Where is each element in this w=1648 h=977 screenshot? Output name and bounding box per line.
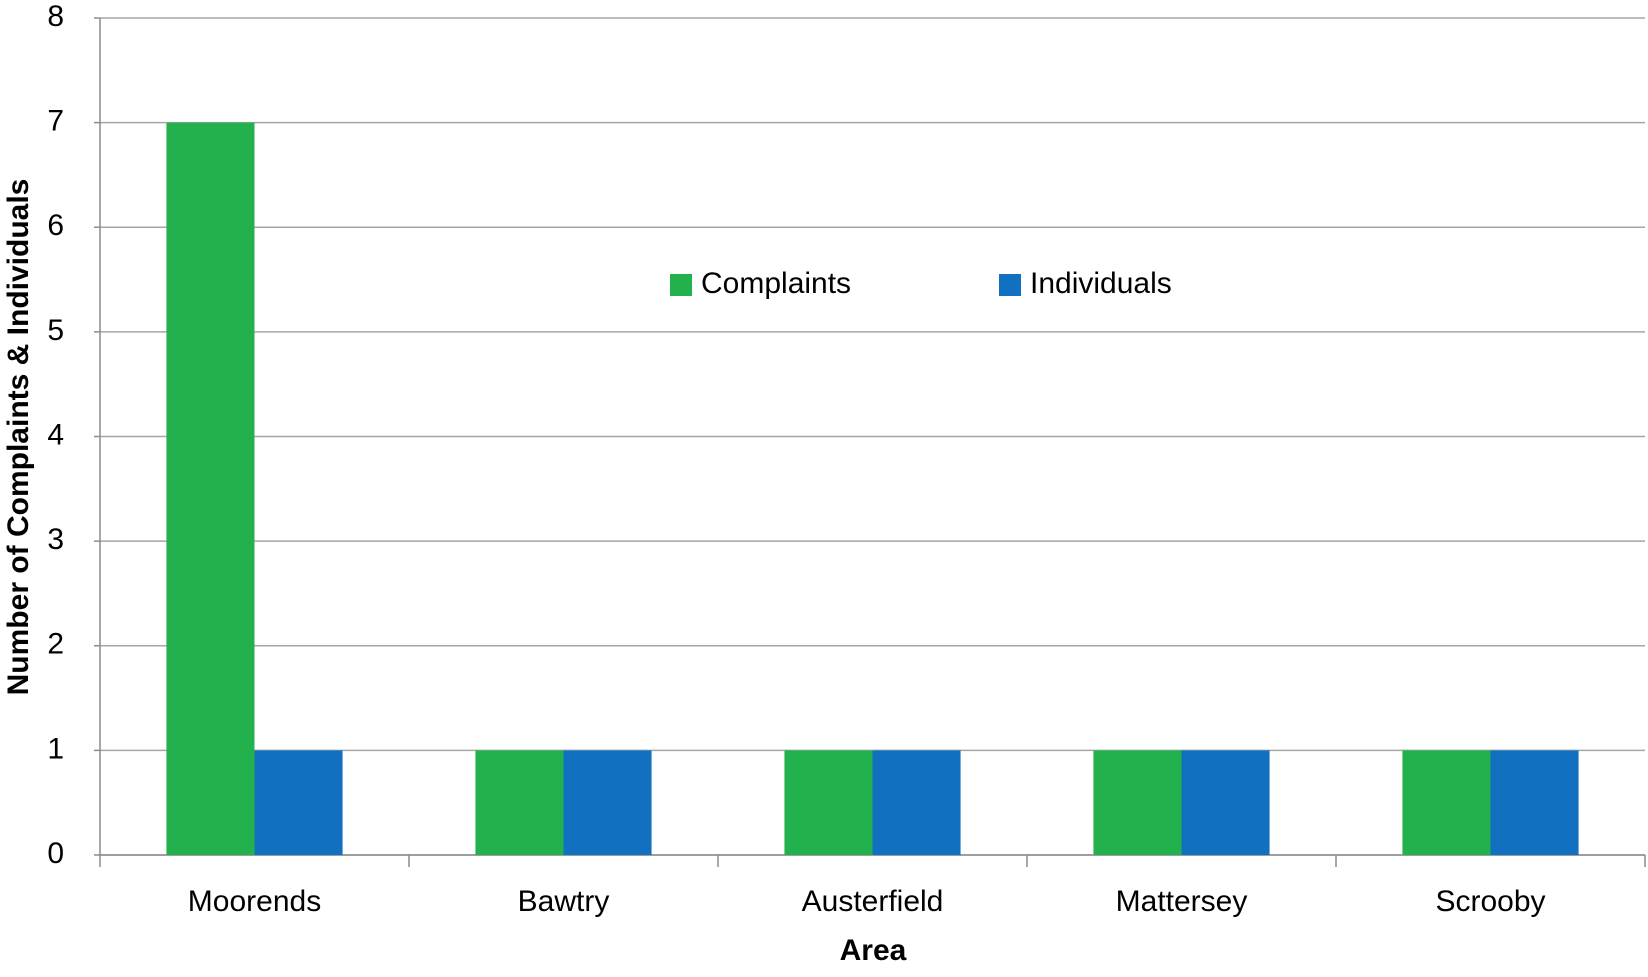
y-axis-title: Number of Complaints & Individuals [2,179,35,696]
y-tick-label: 3 [47,523,64,556]
bar [475,750,564,855]
bar [784,750,873,855]
y-tick-label: 2 [47,628,64,661]
x-axis-title: Area [840,934,907,967]
bar [872,750,961,855]
bar [1490,750,1579,855]
bar [1181,750,1270,855]
x-tick-label: Austerfield [802,885,944,918]
y-tick-label: 4 [47,418,64,451]
bar [1093,750,1182,855]
x-tick-label: Mattersey [1116,885,1248,918]
y-tick-label: 5 [47,314,64,347]
bar [1402,750,1491,855]
legend-label: Complaints [701,267,851,300]
x-tick-label: Scrooby [1435,885,1545,918]
x-tick-label: Bawtry [518,885,610,918]
bar [166,122,255,855]
legend-swatch [670,274,692,296]
legend-label: Individuals [1030,267,1172,300]
y-tick-label: 0 [47,837,64,870]
bar [254,750,343,855]
y-tick-label: 6 [47,209,64,242]
legend-swatch [999,274,1021,296]
y-tick-label: 8 [47,0,64,33]
y-tick-label: 7 [47,105,64,138]
x-tick-label: Moorends [188,885,321,918]
y-tick-label: 1 [47,732,64,765]
bar [563,750,652,855]
